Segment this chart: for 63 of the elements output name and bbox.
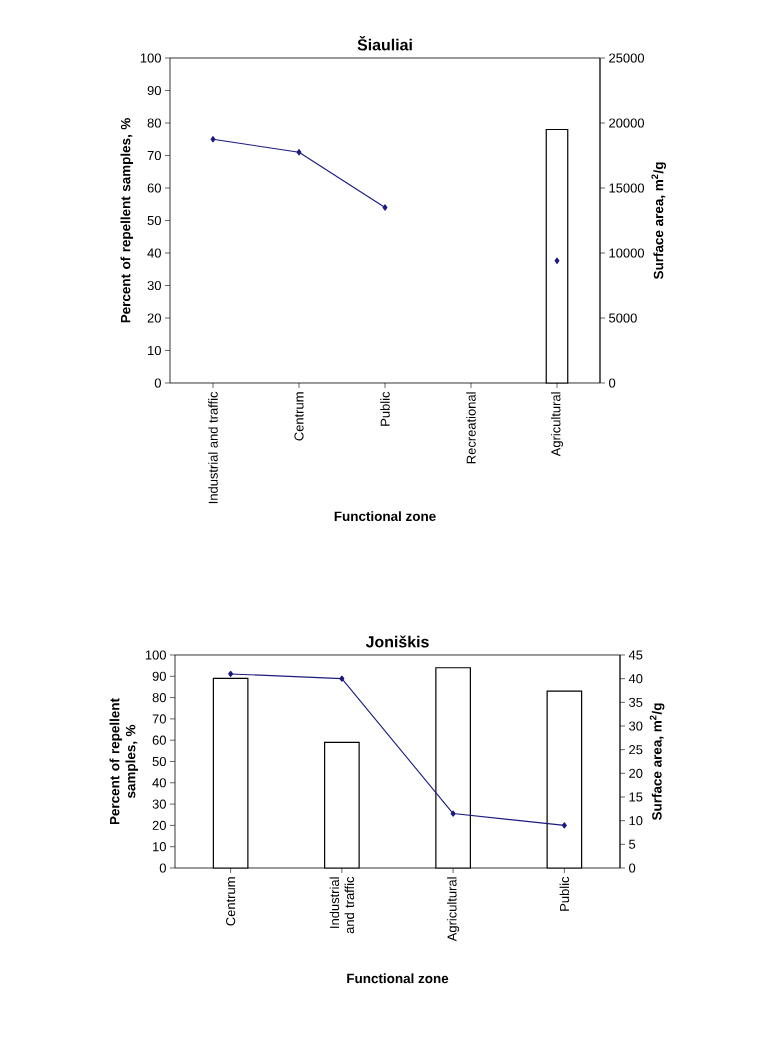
x-tick-label: Recreational: [466, 392, 476, 464]
y2-axis-title: Surface area, m$^{2}$/g: [651, 162, 666, 280]
y-tick-label: 0: [159, 863, 166, 873]
y-tick-label: 20: [147, 313, 161, 323]
x-tick-label: Centrum: [294, 392, 304, 441]
x-tick-label: Public: [559, 876, 570, 911]
y-tick-label: 50: [152, 756, 166, 767]
y-tick-label: 30: [147, 280, 161, 291]
y-tick-label: 100: [145, 650, 166, 660]
x-tick-label: Public: [380, 391, 390, 426]
y-tick-label: 20: [152, 820, 166, 830]
y-tick-label: 30: [152, 799, 166, 809]
y2-tick-label: 40: [628, 674, 643, 684]
point: [296, 149, 302, 156]
point: [561, 822, 567, 829]
y2-tick-label: 15: [629, 792, 643, 802]
point: [554, 257, 560, 264]
y2-tick-label: 10000: [609, 248, 645, 258]
y-tick-label: 80: [147, 118, 161, 128]
y2-tick-label: 25: [629, 745, 643, 755]
y-tick-label: 60: [147, 183, 161, 193]
y-tick-label: 60: [152, 735, 166, 745]
y-tick-label: 70: [152, 714, 166, 724]
y2-tick-label: 45: [628, 650, 643, 660]
x-tick-label: Agricultural: [550, 392, 564, 457]
y2-axis-title: Surface area, m$^{2}$/g: [649, 703, 665, 821]
point: [210, 136, 216, 143]
y2-tick-label: 5: [629, 839, 636, 849]
y-tick-label: 90: [147, 85, 161, 96]
y2-tick-label: 5000: [609, 313, 637, 323]
y-tick-label: 40: [152, 778, 166, 788]
y2-tick-label: 25000: [609, 53, 645, 63]
x-tick-label: Industrial and traffic: [329, 876, 355, 934]
y-tick-label: 100: [140, 53, 161, 63]
y2-tick-label: 20000: [609, 118, 645, 128]
y2-tick-label: 0: [629, 863, 636, 873]
point: [228, 670, 234, 678]
x-tick-label: Industrial and traffic: [208, 391, 218, 504]
point: [450, 810, 456, 817]
y-tick-label: 10: [148, 345, 161, 356]
y2-tick-label: 15000: [609, 183, 645, 193]
y-tick-label: 0: [154, 378, 161, 388]
y2-tick-label: 30: [629, 721, 643, 731]
y-tick-label: 40: [147, 248, 161, 258]
y-tick-label: 10: [153, 842, 166, 852]
x-axis-title: Functional zone: [334, 511, 436, 522]
y-axis-title: Percent of repellent samples, %: [109, 698, 139, 825]
chart-title: Šiauliai: [357, 36, 412, 51]
point: [382, 204, 388, 211]
y2-tick-label: 35: [629, 697, 643, 707]
x-tick-label: Centrum: [226, 877, 236, 926]
y2-tick-label: 20: [629, 768, 643, 778]
x-axis-title: Functional zone: [347, 973, 449, 984]
y2-tick-label: 0: [609, 378, 616, 388]
chart-title: Joniškis: [365, 635, 429, 648]
y-axis-title: Percent of repellent samples, %: [120, 118, 134, 323]
point: [339, 675, 345, 682]
y-tick-label: 70: [147, 150, 161, 161]
y-tick-label: 80: [152, 693, 166, 703]
y-tick-label: 90: [152, 671, 166, 681]
y-tick-label: 50: [147, 215, 161, 226]
y2-tick-label: 10: [629, 816, 643, 826]
x-tick-label: Agricultural: [447, 877, 460, 942]
